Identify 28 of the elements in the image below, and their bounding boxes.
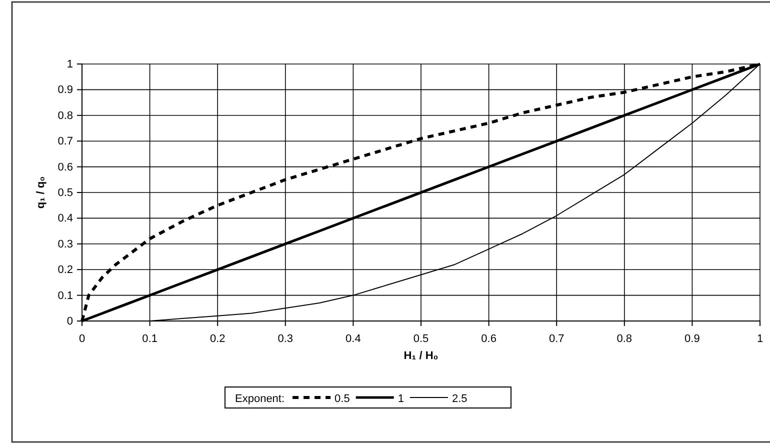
y-tick-label: 0.2 [58,264,73,276]
y-tick-label: 0 [66,316,73,328]
y-tick-label: 0.3 [58,238,73,250]
y-tick-label: 0.4 [58,212,73,225]
y-tick-label: 1 [66,58,73,71]
x-tick-label: 0.2 [210,332,226,345]
x-tick-label: 0.1 [142,332,158,345]
y-tick-label: 0.7 [58,136,73,148]
y-axis-title: q₁ / q₀ [35,176,47,209]
legend-title: Exponent: [235,393,285,405]
x-tick-label: 0.9 [684,332,700,345]
x-tick-label: 0.3 [278,332,294,345]
x-tick-label: 0.7 [548,332,564,345]
x-tick-label: 0.8 [616,332,632,345]
y-tick-label: 0.6 [58,161,73,174]
legend-label: 2.5 [452,393,468,405]
legend-label: 1 [398,393,404,405]
x-tick-label: 1 [756,332,764,345]
y-tick-label: 0.1 [58,290,73,302]
x-tick-label: 0.4 [346,332,361,345]
x-axis-title: H₁ / H₀ [404,350,438,362]
y-tick-label: 0.8 [58,110,73,122]
y-tick-label: 0.5 [58,187,73,200]
x-tick-label: 0 [78,332,86,345]
x-tick-label: 0.5 [413,332,429,345]
y-tick-label: 0.9 [58,84,73,96]
legend-label: 0.5 [334,393,350,405]
x-tick-label: 0.6 [481,332,496,345]
